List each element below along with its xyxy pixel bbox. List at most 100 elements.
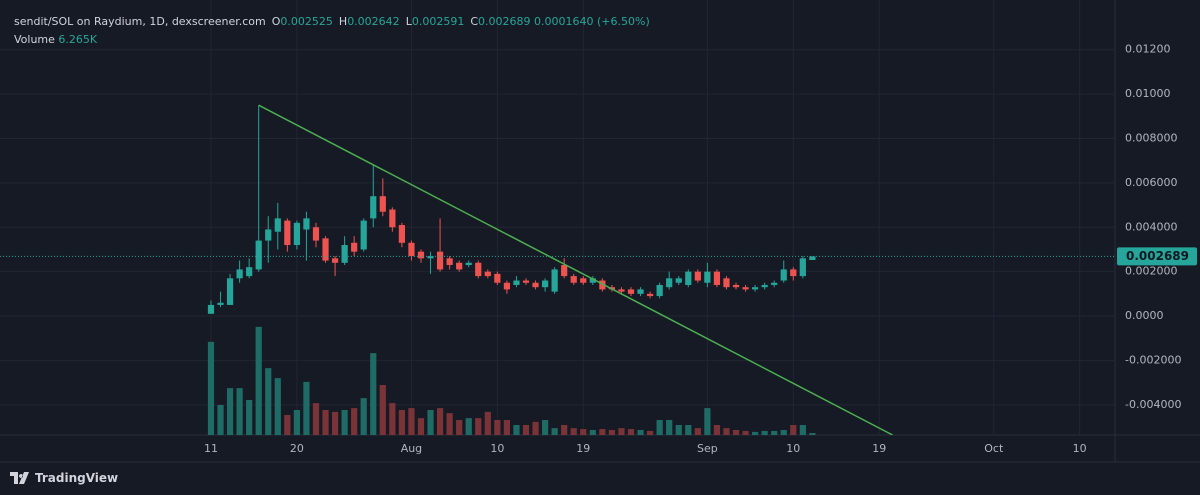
volume-bar	[694, 428, 701, 435]
volume-bar	[417, 418, 425, 435]
candle-body	[522, 280, 530, 283]
volume-bar	[589, 430, 596, 435]
candle-body	[456, 262, 463, 270]
last-price-tag	[1117, 247, 1197, 266]
candle-body	[732, 284, 740, 288]
x-tick-label: Sep	[697, 442, 718, 455]
candle-body	[541, 280, 549, 288]
last-price-label: 0.002689	[1126, 249, 1189, 263]
trendline	[258, 104, 893, 435]
x-tick-label: 19	[576, 442, 590, 455]
candle-body	[255, 240, 262, 270]
brand[interactable]: TradingView	[10, 471, 118, 485]
volume-bar	[799, 425, 806, 435]
volume-bar	[685, 425, 692, 435]
volume-label: Volume	[14, 33, 55, 46]
volume-bar	[207, 341, 215, 435]
candle-body	[408, 242, 415, 257]
volume-bar	[771, 430, 778, 435]
candle-body	[465, 262, 472, 265]
candle-body	[274, 218, 281, 232]
candle-body	[780, 269, 787, 281]
volume-bar	[790, 425, 797, 435]
y-tick-label: 0.0000	[1125, 309, 1164, 322]
volume-bar	[522, 425, 530, 435]
candle-body	[398, 225, 405, 243]
candle-body	[752, 287, 759, 290]
candle-body	[627, 289, 635, 294]
candle-body	[771, 282, 778, 285]
header-line: sendit/SOL on Raydium, 1D, dexscreener.c…	[14, 13, 650, 31]
volume-bar	[732, 430, 740, 435]
y-tick-label: -0.002000	[1125, 353, 1181, 366]
candle-body	[351, 242, 358, 252]
volume-bar	[331, 411, 339, 435]
volume-bar	[379, 385, 386, 435]
volume-bar	[666, 420, 673, 435]
candle-body	[284, 220, 291, 246]
candle-body	[561, 264, 568, 277]
y-tick-label: 0.006000	[1125, 176, 1178, 189]
volume-bar	[293, 410, 300, 435]
candle-body	[226, 278, 234, 305]
ohlc-value: 0.002525	[280, 15, 333, 28]
candle-body	[694, 271, 701, 281]
volume-bar	[627, 429, 635, 435]
candle-body	[379, 196, 386, 212]
candle-body	[570, 276, 577, 283]
y-tick-label: 0.01000	[1125, 87, 1171, 100]
brand-icon	[10, 472, 29, 484]
candle-body	[723, 278, 730, 288]
volume-bar	[255, 326, 262, 435]
x-tick-label: Oct	[984, 442, 1004, 455]
volume-bar	[704, 408, 711, 435]
volume-bar	[246, 400, 253, 435]
candle-body	[666, 278, 673, 288]
volume-bar	[723, 428, 730, 435]
x-tick-label: Aug	[401, 442, 422, 455]
volume-bar	[322, 410, 329, 435]
candle-body	[809, 256, 816, 261]
y-tick-label: 0.004000	[1125, 220, 1178, 233]
candle-body	[580, 278, 587, 283]
volume-bar	[303, 381, 310, 435]
candle-body	[436, 251, 444, 270]
candle-body	[341, 245, 348, 263]
volume-bar	[436, 408, 444, 435]
candle-body	[370, 196, 377, 219]
candle-body	[427, 256, 434, 259]
volume-bar	[551, 428, 558, 435]
ohlc-key: O	[271, 15, 281, 28]
candle-body	[312, 227, 320, 241]
volume-bar	[608, 430, 616, 435]
volume-bar	[532, 421, 539, 435]
volume-bar	[398, 410, 405, 435]
volume-bar	[561, 425, 568, 435]
volume-line: Volume 6.265K	[14, 31, 650, 49]
candle-body	[761, 284, 768, 288]
legend-header: sendit/SOL on Raydium, 1D, dexscreener.c…	[14, 13, 650, 49]
volume-bar	[360, 398, 367, 435]
volume-bar	[809, 433, 816, 435]
volume-bar	[465, 418, 472, 435]
volume-bar	[513, 425, 520, 435]
candle-body	[599, 280, 606, 290]
volume-bar	[427, 410, 434, 435]
volume-bar	[370, 353, 377, 435]
candle-body	[799, 258, 806, 277]
volume-bar	[637, 430, 644, 435]
ohlc-key: L	[405, 15, 412, 28]
volume-bar	[656, 420, 663, 435]
volume-bar	[742, 430, 749, 435]
candle-body	[207, 304, 215, 314]
candle-body	[322, 238, 329, 261]
ohlc-key: H	[338, 15, 348, 28]
y-tick-label: 0.002000	[1125, 265, 1178, 278]
candle-body	[417, 251, 425, 259]
candle-body	[618, 289, 625, 292]
volume-value: 6.265K	[58, 33, 98, 46]
candle-body	[389, 209, 396, 228]
candle-body	[646, 293, 654, 297]
candle-body	[675, 278, 682, 283]
candle-body	[551, 269, 558, 292]
